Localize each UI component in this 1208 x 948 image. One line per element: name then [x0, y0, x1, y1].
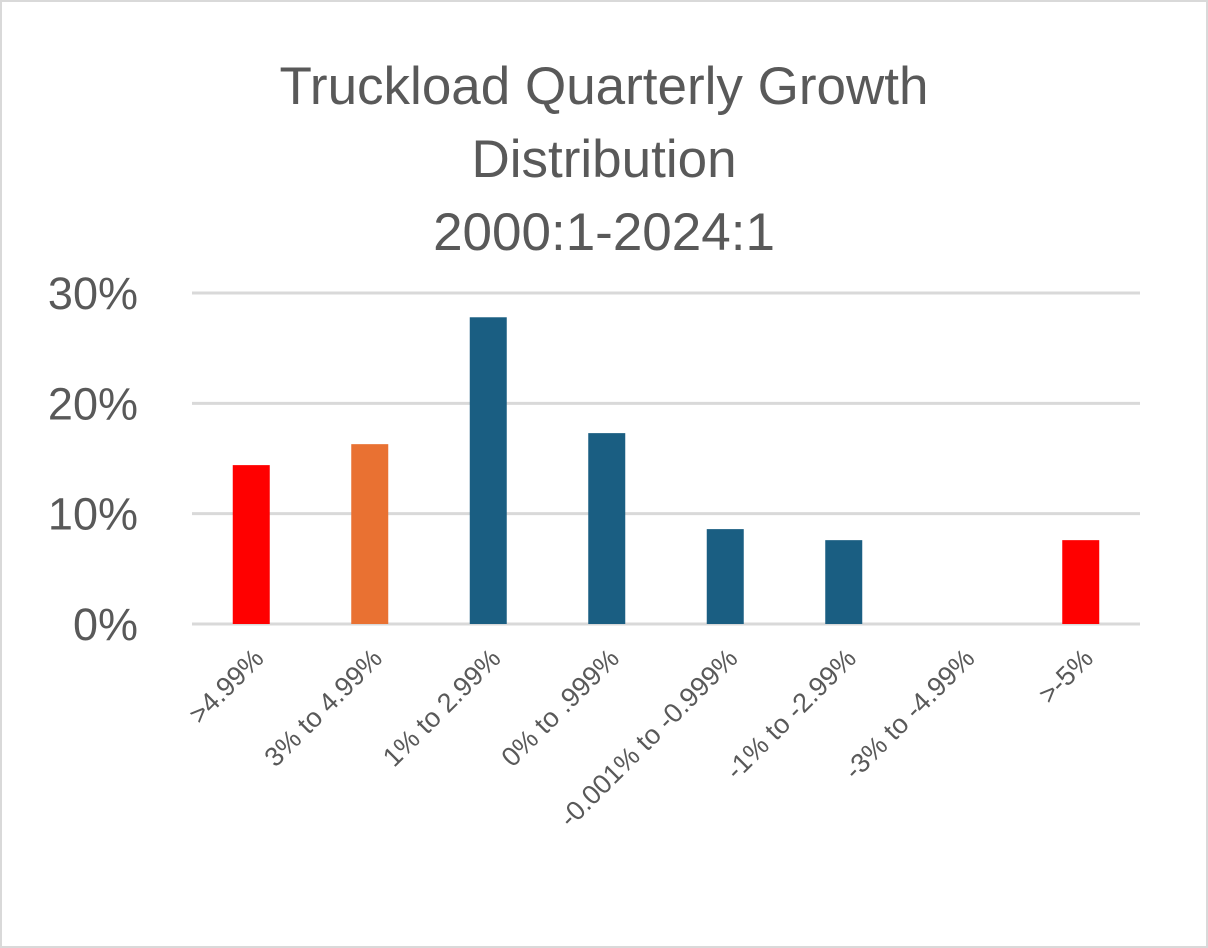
chart-title-line-1: Truckload Quarterly Growth [279, 57, 929, 116]
chart-title-line-3: 2000:1-2024:1 [433, 203, 775, 262]
bar [706, 529, 744, 624]
x-tick-label: 1% to 2.99% [377, 643, 506, 772]
y-tick-label: 30% [48, 268, 138, 319]
bar [1062, 540, 1100, 624]
bar [232, 465, 270, 624]
bar [825, 540, 863, 624]
x-axis-ticks: >4.99%3% to 4.99%1% to 2.99%0% to .999%-… [183, 643, 1099, 833]
bars [232, 317, 1100, 624]
gridlines [192, 291, 1140, 626]
bar [588, 433, 626, 624]
y-tick-label: 0% [73, 599, 138, 650]
chart-title: Truckload Quarterly Growth Distribution … [2, 50, 1206, 269]
y-tick-label: 10% [48, 489, 138, 540]
x-tick-label: >4.99% [183, 643, 269, 729]
x-tick-label: >-5% [1033, 643, 1099, 709]
x-tick-label: 3% to 4.99% [259, 643, 388, 772]
bar [469, 317, 507, 624]
y-axis-ticks: 0% 10% 20% 30% [48, 268, 138, 650]
x-tick-label: 0% to .999% [496, 643, 625, 772]
y-tick-label: 20% [48, 378, 138, 429]
chart-title-line-2: Distribution [471, 130, 737, 189]
bar [351, 444, 389, 624]
